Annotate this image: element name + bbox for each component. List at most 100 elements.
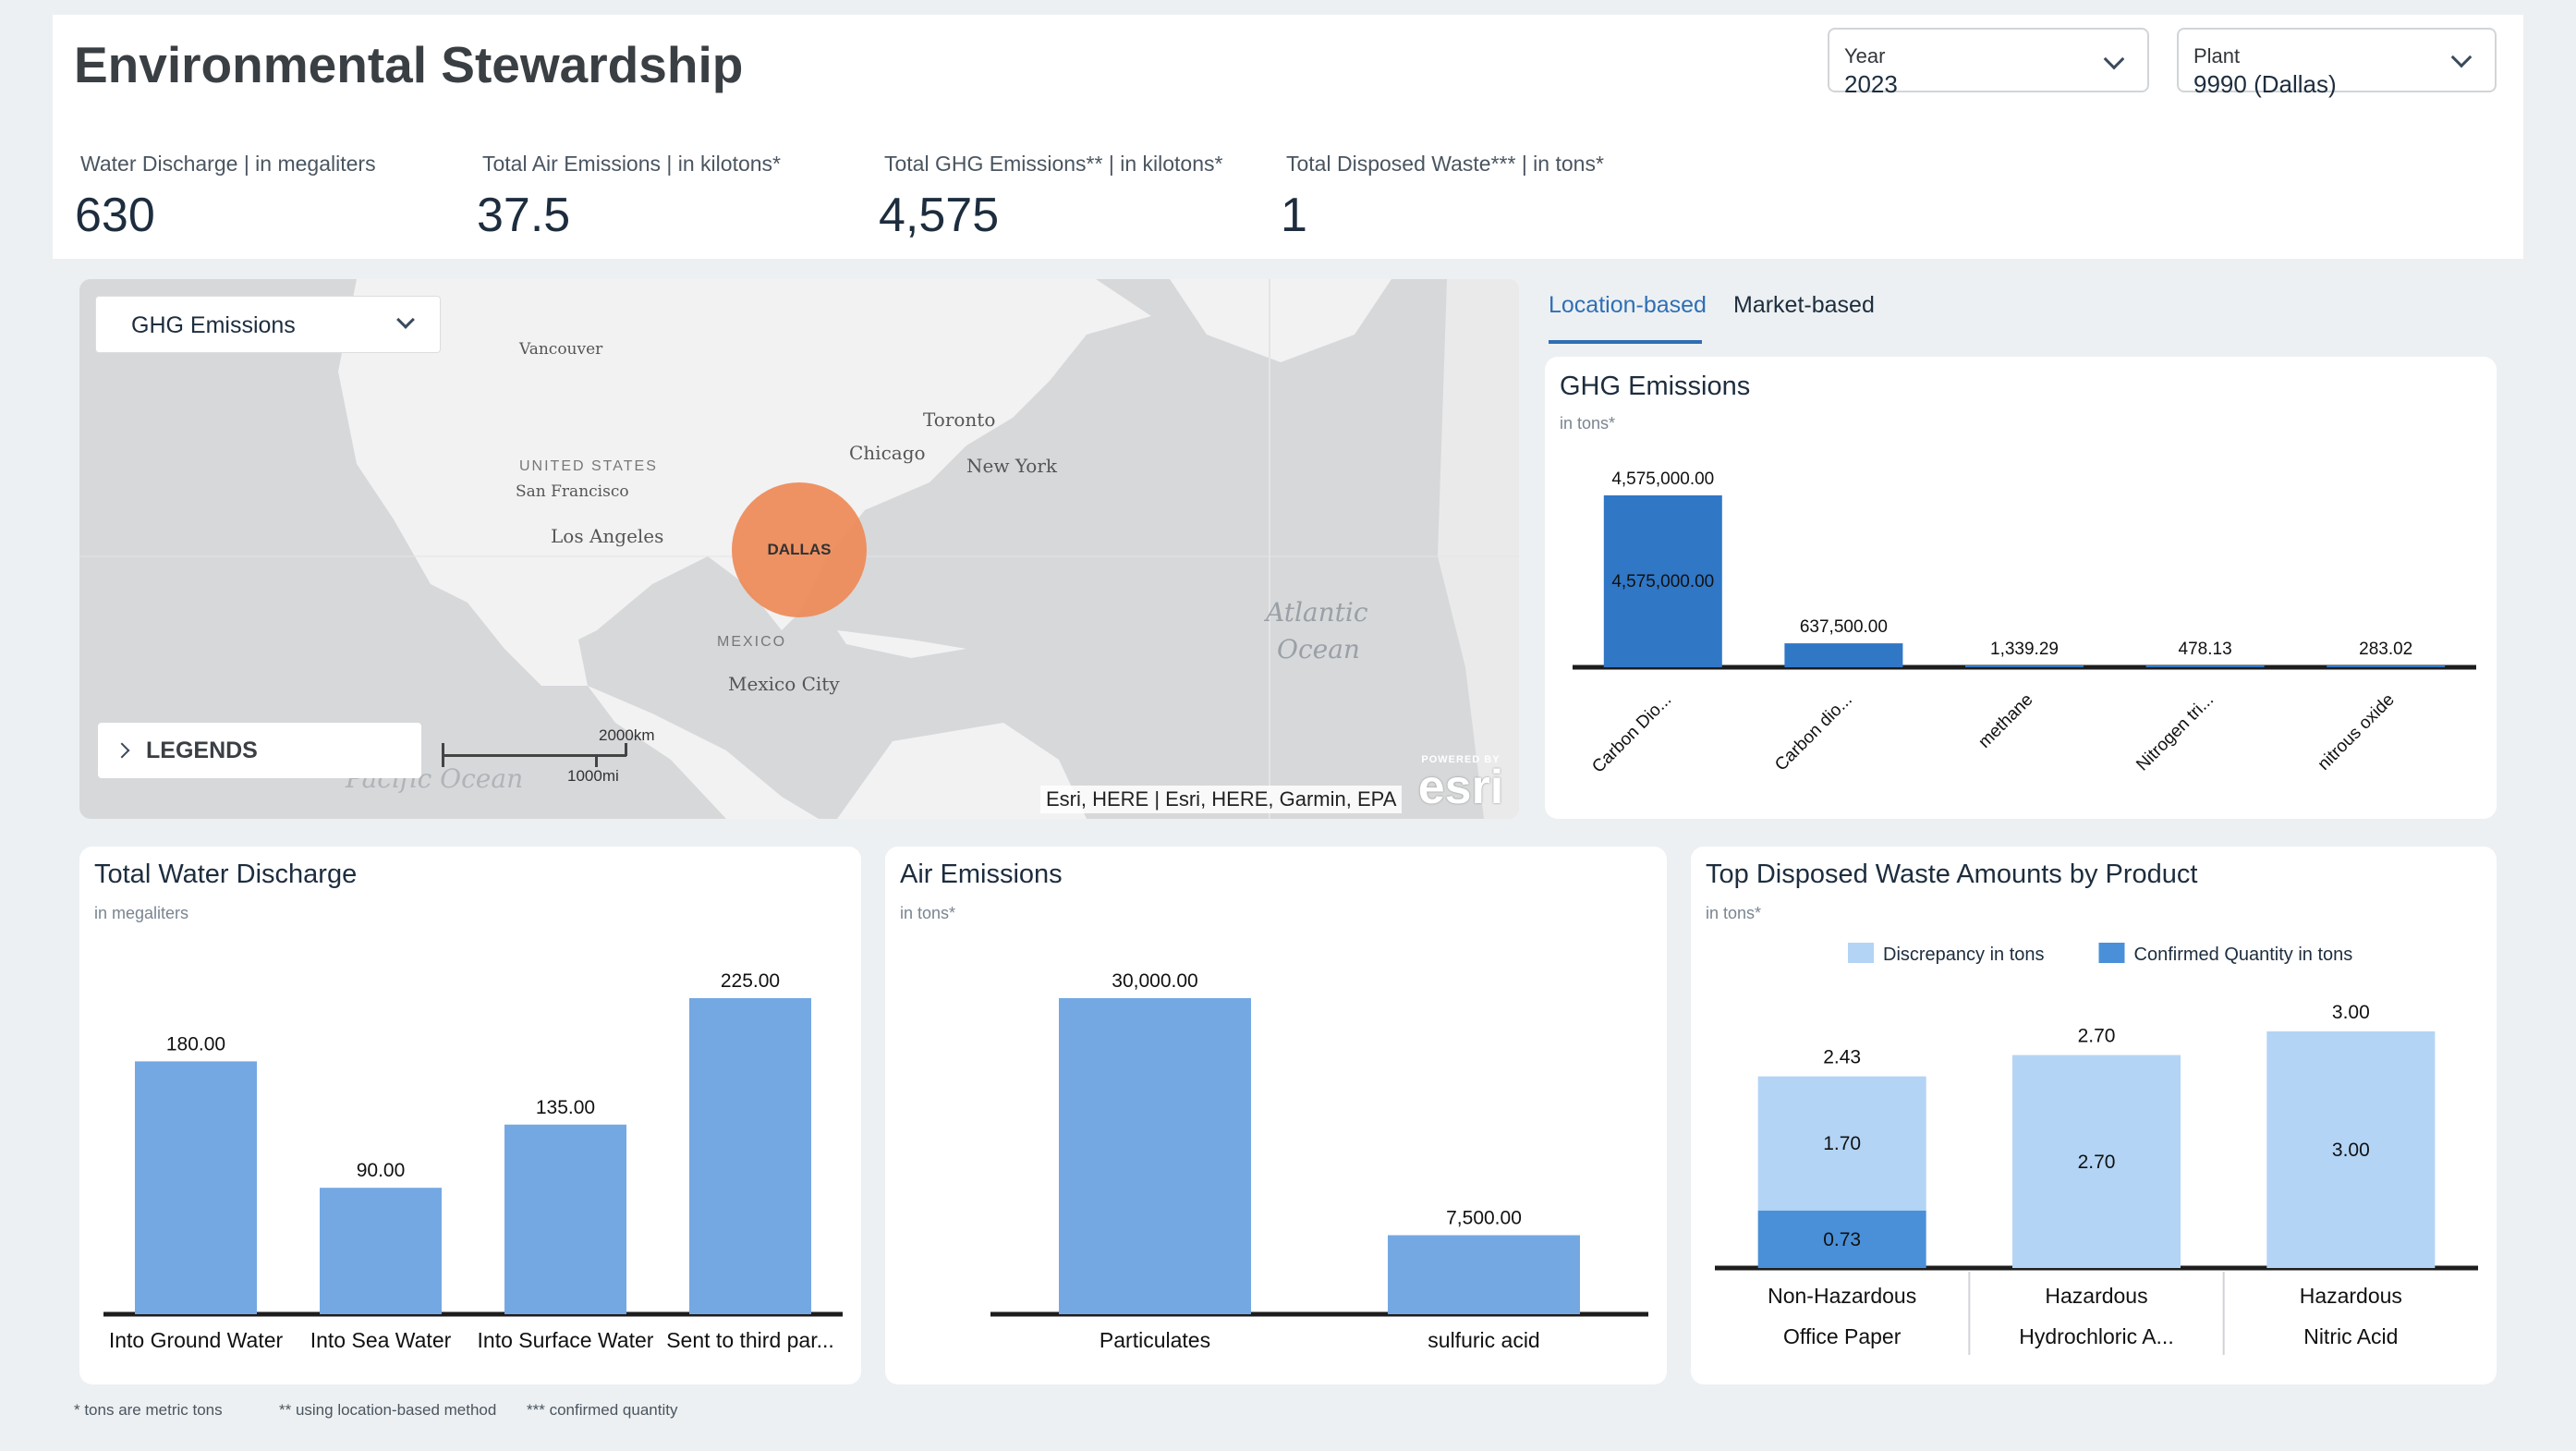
bar-inner-label: 4,575,000.00	[1611, 572, 1714, 591]
kpi-waste[interactable]: Total Disposed Waste*** | in tons* 1	[1281, 152, 1604, 243]
dallas-marker[interactable]: DALLAS	[732, 482, 867, 617]
category-product-label: Hydrochloric A...	[2019, 1324, 2173, 1348]
kpi-water[interactable]: Water Discharge | in megaliters 630	[75, 152, 376, 243]
year-value: 2023	[1844, 70, 1898, 98]
esri-logo-text: esri	[1417, 761, 1504, 814]
bar-segment	[1757, 1076, 1926, 1211]
map-place-label: Los Angeles	[551, 525, 664, 547]
marker-label: DALLAS	[767, 541, 832, 558]
map-layer-select[interactable]: GHG Emissions	[95, 296, 441, 353]
water-bar-chart: 180.00 Into Ground Water 90.00 Into Sea Wat…	[103, 970, 843, 1352]
kpi-value: 630	[75, 189, 155, 242]
kpi-air[interactable]: Total Air Emissions | in kilotons* 37.5	[477, 152, 781, 243]
map-place-label: Chicago	[849, 442, 926, 464]
bar-segment	[2266, 1031, 2436, 1268]
category-tick-label: methane	[1975, 690, 2036, 752]
map-place-label: Ocean	[1277, 634, 1360, 665]
tab-location-based[interactable]: Location-based	[1549, 292, 1707, 318]
footnote: *** confirmed quantity	[527, 1401, 678, 1419]
bar-value-label: 90.00	[357, 1160, 406, 1181]
powered-by-label: POWERED BY	[1421, 754, 1501, 765]
central-america-land	[588, 686, 819, 819]
bar-value-label: 478.13	[2179, 640, 2232, 659]
waste-stacked-bar-chart: Discrepancy in tons Confirmed Quantity in…	[1715, 943, 2478, 1355]
water-chart-card: Total Water Discharge in megaliters 180.…	[79, 847, 861, 1384]
bar-value-label: 30,000.00	[1112, 970, 1197, 992]
segment-value-label: 1.70	[1823, 1133, 1861, 1154]
plant-select[interactable]: Plant 9990 (Dallas)	[2177, 28, 2497, 98]
bar	[689, 998, 811, 1314]
kpi-label: Water Discharge | in megaliters	[80, 152, 376, 176]
kpi-label: Total GHG Emissions** | in kilotons*	[884, 152, 1223, 176]
chart-subtitle: in tons*	[900, 904, 956, 922]
scale-mi: 1000mi	[567, 767, 619, 785]
legend-swatch	[1848, 943, 1874, 963]
bar	[135, 1061, 257, 1314]
waste-chart-card: Top Disposed Waste Amounts by Product in…	[1691, 847, 2497, 1384]
category-tick-label: nitrous oxide	[2315, 690, 2399, 774]
chart-title: Air Emissions	[900, 860, 1063, 889]
category-tick-label: Carbon dio...	[1771, 690, 1856, 775]
chart-subtitle: in tons*	[1706, 904, 1762, 922]
plant-label: Plant	[2193, 44, 2241, 67]
category-tick-label: Particulates	[1100, 1328, 1210, 1352]
segment-value-label: 3.00	[2332, 1140, 2370, 1161]
category-product-label: Nitric Acid	[2303, 1324, 2398, 1348]
kpi-value: 4,575	[879, 189, 1000, 242]
map-place-label: Vancouver	[519, 340, 603, 359]
greenland-land	[1170, 279, 1391, 362]
legends-toggle[interactable]: LEGENDS	[98, 723, 421, 778]
scale-km: 2000km	[599, 726, 655, 744]
tab-active-indicator	[1549, 340, 1702, 344]
chart-subtitle: in megaliters	[94, 904, 189, 922]
kpi-label: Total Disposed Waste*** | in tons*	[1286, 152, 1604, 176]
kpi-value: 37.5	[477, 189, 571, 242]
map-view[interactable]: UNITED STATES Vancouver Toronto Chicago …	[79, 279, 1519, 819]
chart-title: Top Disposed Waste Amounts by Product	[1706, 860, 2198, 889]
kpi-ghg[interactable]: Total GHG Emissions** | in kilotons* 4,5…	[879, 152, 1223, 243]
bar-total-label: 2.70	[2078, 1026, 2116, 1047]
bar	[320, 1188, 442, 1314]
bar-value-label: 135.00	[536, 1097, 595, 1118]
category-type-label: Hazardous	[2300, 1284, 2402, 1308]
ghg-chart-card: GHG Emissions in tons* 4,575,000.00 4,575…	[1545, 357, 2497, 819]
bar	[2327, 665, 2446, 667]
europe-africa-land	[1438, 279, 1519, 819]
category-tick-label: Into Ground Water	[109, 1328, 284, 1352]
bar-value-label: 225.00	[721, 970, 780, 992]
footnote: ** using location-based method	[279, 1401, 497, 1419]
legends-label: LEGENDS	[146, 738, 258, 763]
category-type-label: Hazardous	[2045, 1284, 2147, 1308]
map-place-label: New York	[966, 455, 1057, 477]
legend-label: Confirmed Quantity in tons	[2134, 945, 2353, 965]
page-title: Environmental Stewardship	[74, 36, 744, 93]
segment-value-label: 2.70	[2078, 1152, 2116, 1173]
chevron-right-icon	[114, 742, 130, 759]
tab-market-based[interactable]: Market-based	[1733, 292, 1875, 318]
category-tick-label: sulfuric acid	[1428, 1328, 1539, 1352]
bar	[1603, 495, 1722, 667]
year-select[interactable]: Year 2023	[1828, 28, 2149, 98]
chevron-down-icon	[2103, 48, 2125, 70]
category-tick-label: Carbon Dio...	[1588, 690, 1675, 777]
caribbean-islands	[837, 630, 966, 658]
category-tick-label: Into Sea Water	[310, 1328, 452, 1352]
chart-title: GHG Emissions	[1560, 372, 1751, 401]
bar-value-label: 180.00	[166, 1033, 225, 1055]
air-bar-chart: 30,000.00 Particulates 7,500.00 sulfuric ac…	[990, 970, 1648, 1352]
map-attribution: Esri, HERE | Esri, HERE, Garmin, EPA	[1040, 786, 1403, 813]
footnote: * tons are metric tons	[74, 1401, 223, 1419]
map-place-label: Toronto	[923, 408, 996, 431]
bar-segment	[1757, 1210, 1926, 1268]
category-tick-label: Sent to third par...	[666, 1328, 834, 1352]
bar	[504, 1124, 626, 1314]
map-place-label: San Francisco	[516, 482, 629, 501]
map-place-label: Atlantic	[1266, 597, 1368, 628]
esri-logo: POWERED BY esri	[1410, 754, 1512, 813]
bar	[1784, 643, 1903, 667]
chart-subtitle: in tons*	[1560, 414, 1616, 433]
legend-label: Discrepancy in tons	[1883, 945, 2045, 965]
bar	[1388, 1235, 1580, 1314]
south-america-land	[837, 723, 1087, 819]
air-chart-card: Air Emissions in tons* 30,000.00 Particul…	[885, 847, 1667, 1384]
